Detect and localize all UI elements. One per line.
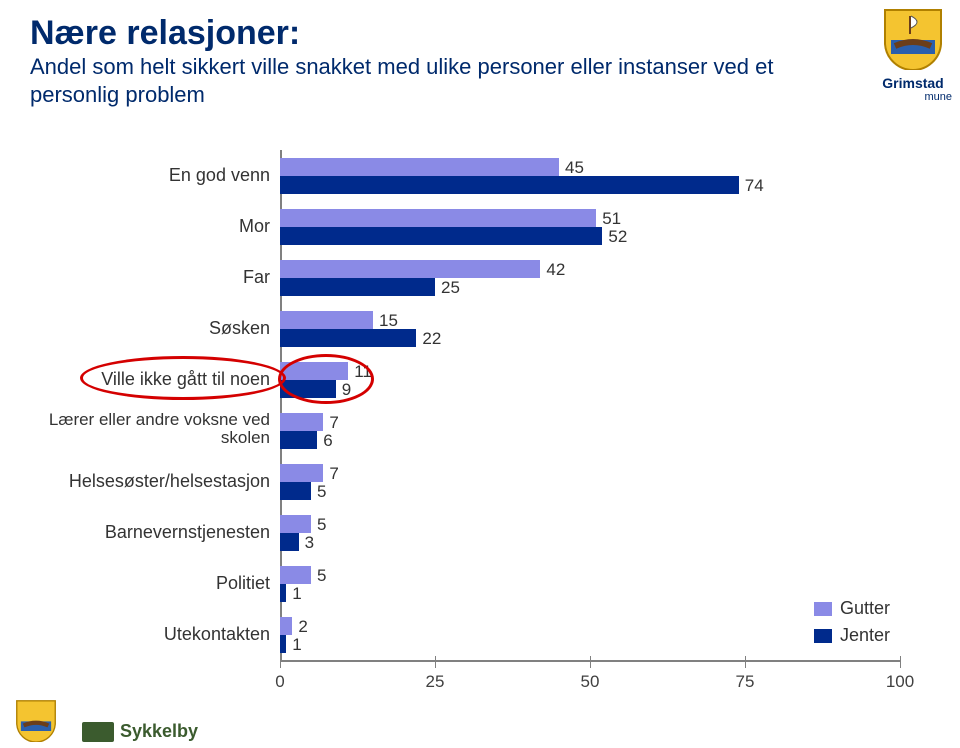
bar-gutter [280, 362, 348, 380]
value-jenter: 74 [745, 176, 764, 196]
value-gutter: 45 [565, 158, 584, 178]
legend-swatch-gutter [814, 602, 832, 616]
value-gutter: 51 [602, 209, 621, 229]
bar-gutter [280, 311, 373, 329]
logo-label: Grimstad [870, 75, 956, 91]
bar-gutter [280, 515, 311, 533]
legend-label-gutter: Gutter [840, 598, 890, 619]
bike-icon [82, 722, 114, 742]
bar-jenter [280, 533, 299, 551]
bar-gutter [280, 209, 596, 227]
category-label: En god venn [30, 166, 270, 186]
value-jenter: 3 [305, 533, 314, 553]
bar-jenter [280, 431, 317, 449]
category-label: Mor [30, 217, 270, 237]
bar-gutter [280, 158, 559, 176]
bar-jenter [280, 278, 435, 296]
bar-jenter [280, 584, 286, 602]
x-axis: 0255075100 [280, 660, 900, 662]
chart-legend: Gutter Jenter [814, 592, 890, 646]
value-jenter: 1 [292, 584, 301, 604]
legend-item-gutter: Gutter [814, 598, 890, 619]
bar-jenter [280, 176, 739, 194]
value-gutter: 7 [329, 464, 338, 484]
value-gutter: 5 [317, 515, 326, 535]
value-gutter: 5 [317, 566, 326, 586]
bar-gutter [280, 566, 311, 584]
bar-gutter [280, 413, 323, 431]
footer-shield-icon [14, 698, 58, 742]
value-jenter: 6 [323, 431, 332, 451]
bar-chart: 0255075100 En god venn4574Mor5152Far4225… [30, 150, 930, 690]
sykkelby-logo: Sykkelby [82, 721, 198, 742]
bar-gutter [280, 617, 292, 635]
municipality-logo: Grimstad mune [870, 6, 956, 103]
footer-logos: Sykkelby [14, 698, 198, 742]
sykkelby-label: Sykkelby [120, 721, 198, 742]
value-jenter: 5 [317, 482, 326, 502]
category-label: Barnevernstjenesten [30, 523, 270, 543]
x-tick [435, 656, 436, 668]
value-gutter: 15 [379, 311, 398, 331]
value-gutter: 11 [354, 362, 372, 382]
shield-icon [881, 6, 945, 70]
bar-jenter [280, 635, 286, 653]
bar-gutter [280, 464, 323, 482]
category-label: Utekontakten [30, 625, 270, 645]
x-tick-label: 50 [581, 672, 600, 692]
x-tick [280, 656, 281, 668]
bar-jenter [280, 329, 416, 347]
category-label: Far [30, 268, 270, 288]
category-label: Ville ikke gått til noen [30, 370, 270, 390]
x-tick [590, 656, 591, 668]
category-label: Politiet [30, 574, 270, 594]
logo-sublabel: mune [870, 91, 956, 103]
value-gutter: 2 [298, 617, 307, 637]
page-subtitle: Andel som helt sikkert ville snakket med… [30, 53, 790, 108]
bar-jenter [280, 380, 336, 398]
x-tick [745, 656, 746, 668]
category-label: Søsken [30, 319, 270, 339]
value-jenter: 9 [342, 380, 351, 400]
value-gutter: 7 [329, 413, 338, 433]
category-label: Lærer eller andre voksne ved skolen [30, 411, 270, 448]
value-gutter: 42 [546, 260, 565, 280]
legend-label-jenter: Jenter [840, 625, 890, 646]
value-jenter: 25 [441, 278, 460, 298]
legend-swatch-jenter [814, 629, 832, 643]
legend-item-jenter: Jenter [814, 625, 890, 646]
value-jenter: 1 [292, 635, 301, 655]
title-block: Nære relasjoner: Andel som helt sikkert … [0, 0, 960, 108]
x-tick [900, 656, 901, 668]
value-jenter: 52 [608, 227, 627, 247]
bar-gutter [280, 260, 540, 278]
x-tick-label: 25 [426, 672, 445, 692]
x-tick-label: 0 [275, 672, 284, 692]
x-tick-label: 75 [736, 672, 755, 692]
value-jenter: 22 [422, 329, 441, 349]
x-tick-label: 100 [886, 672, 914, 692]
category-label: Helsesøster/helsestasjon [30, 472, 270, 492]
logo-crop [956, 80, 960, 120]
bar-jenter [280, 482, 311, 500]
page-title: Nære relasjoner: [30, 14, 960, 53]
bar-jenter [280, 227, 602, 245]
